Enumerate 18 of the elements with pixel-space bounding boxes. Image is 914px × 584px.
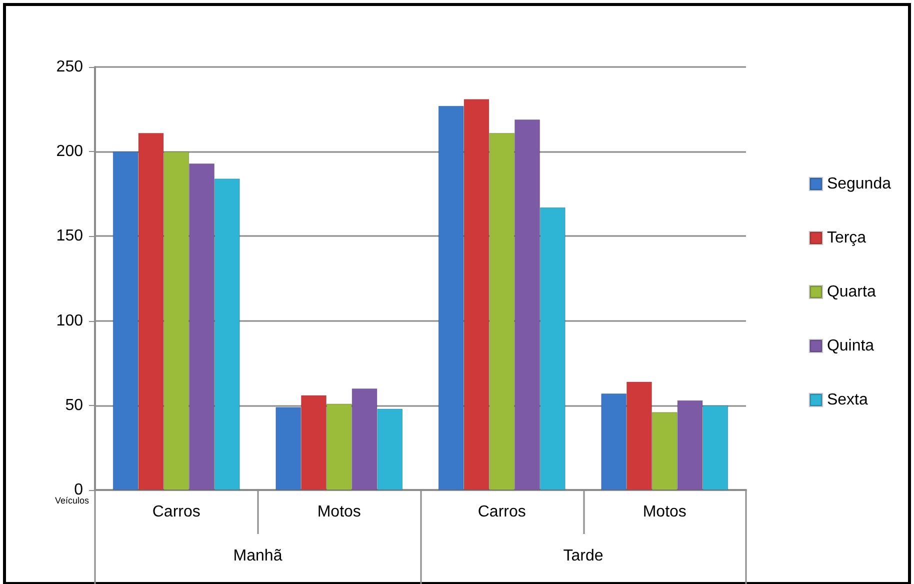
y-tick-label: 50 [65, 396, 84, 414]
y-tick-label: 0 [74, 482, 84, 498]
text: Manhã [233, 548, 282, 564]
legend-label: Terça [826, 230, 866, 246]
text: Tarde [563, 548, 604, 564]
y-tick-label: 100 [56, 312, 84, 330]
legend-label: Quarta [826, 284, 876, 300]
x-tick-label: Motos [642, 504, 686, 520]
x-tick-label: Carros [152, 504, 200, 520]
x-tick-label: Motos [317, 504, 361, 520]
y-tick-label: 200 [56, 143, 84, 160]
x-tick-label: Carros [478, 504, 526, 520]
y-tick-label: 150 [56, 228, 84, 245]
y-tick-label: 250 [56, 58, 84, 76]
text: Veículos [55, 496, 90, 506]
legend-label: Segunda [826, 176, 892, 192]
legend-label: Quinta [826, 338, 874, 354]
legend-label: Sexta [826, 392, 868, 408]
